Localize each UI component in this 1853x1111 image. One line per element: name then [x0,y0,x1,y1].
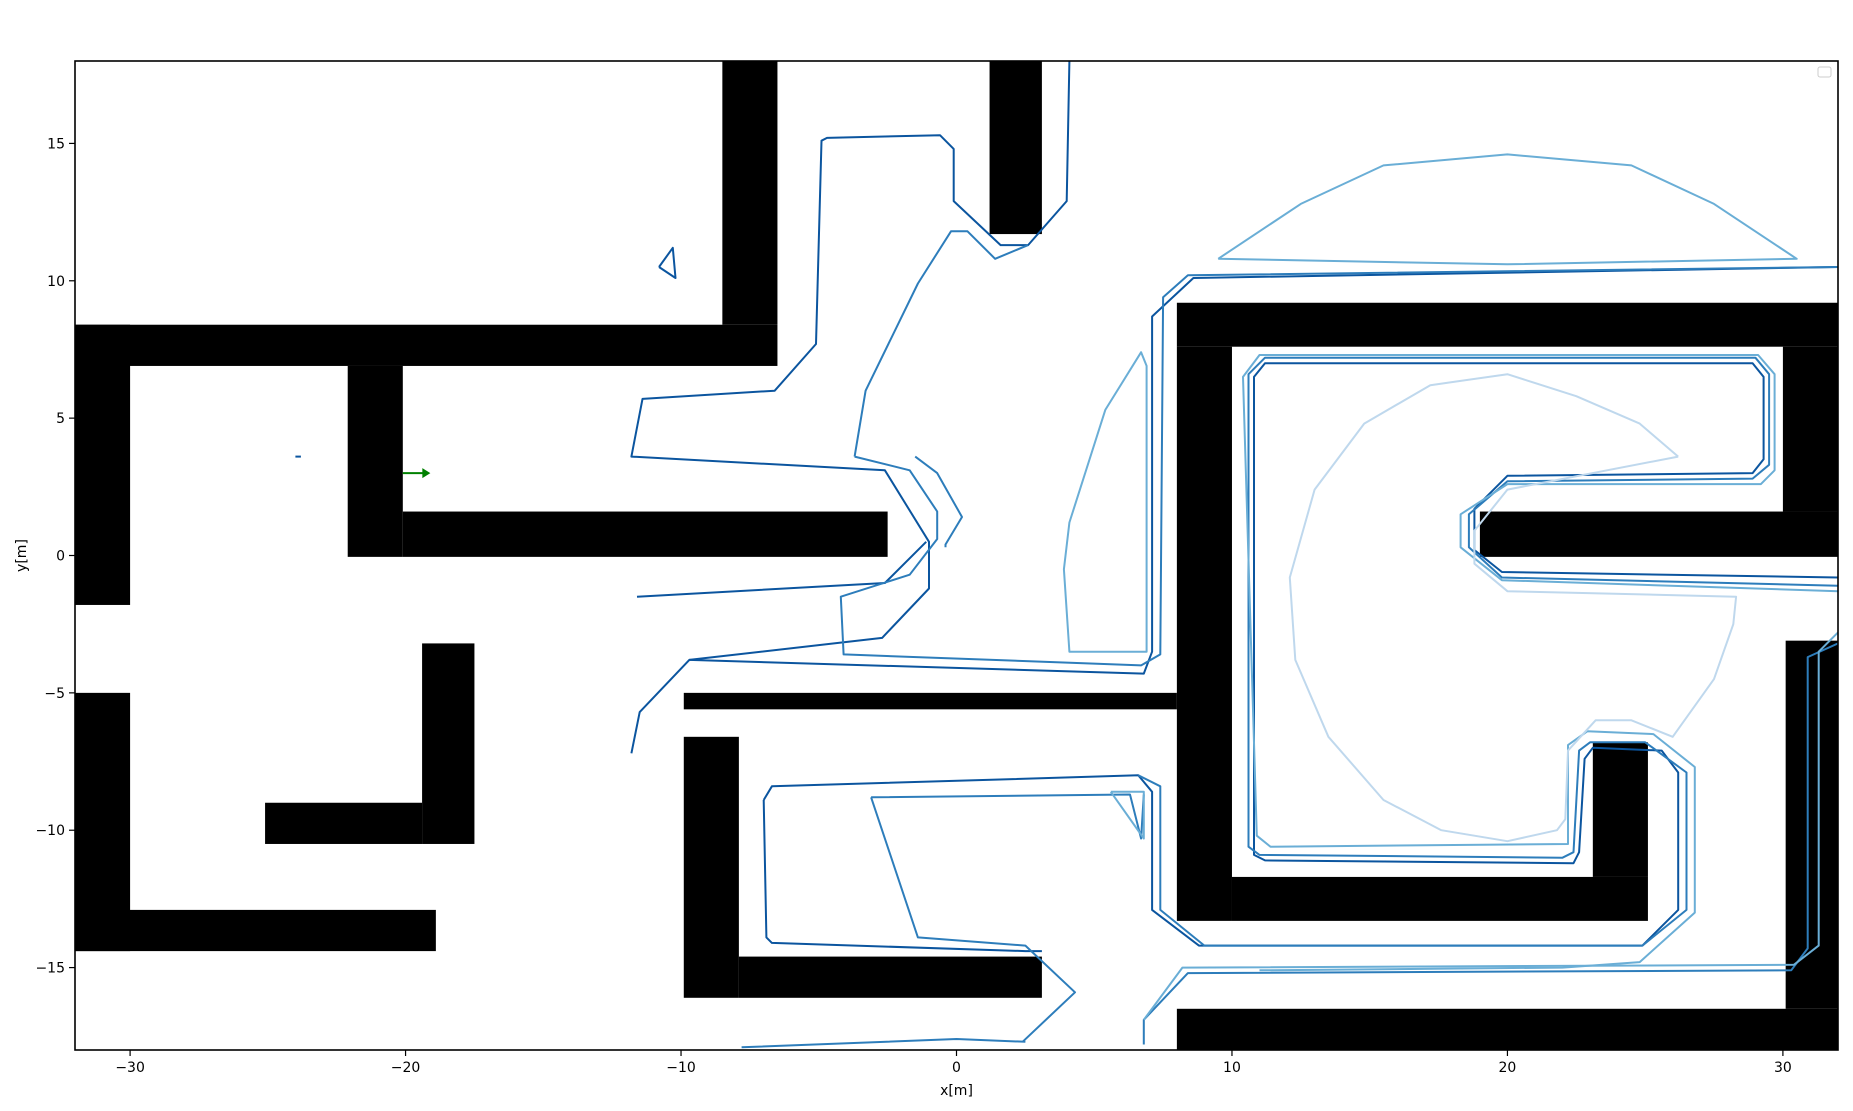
contour-line-4 [689,266,1838,675]
y-tick-label-2: −5 [44,686,65,702]
contour-line-17 [1142,631,1838,1021]
obstacle-20 [1176,1008,1838,1050]
obstacle-9 [75,692,131,952]
obstacle-18 [1479,511,1838,557]
contour-line-11 [741,1038,1026,1049]
y-tick-label-4: 5 [56,411,65,427]
contour-line-0 [630,61,1071,754]
obstacle-19 [1782,346,1838,512]
x-tick-label-5: 20 [1499,1060,1517,1076]
y-tick-label-3: 0 [56,549,65,565]
x-tick-label-4: 10 [1223,1060,1241,1076]
x-tick-label-0: −30 [115,1060,145,1076]
y-axis-label: y[m] [14,539,30,572]
obstacle-0 [722,61,778,325]
contour-line-8 [853,230,1029,457]
legend-box [1817,66,1832,78]
obstacle-11 [683,692,1177,710]
contour-line-20 [1288,373,1738,843]
y-axis-ticks: −15 −10 −5 0 5 10 15 [35,136,75,977]
contour-line-14 [871,793,1145,840]
obstacle-3 [75,324,778,366]
x-axis-label: x[m] [940,1083,973,1099]
obstacle-6 [402,511,888,557]
y-tick-label-1: −10 [35,823,65,839]
contour-line-9 [839,266,1838,667]
contour-line-13 [1137,356,1838,947]
marker-layer [402,468,431,479]
start-arrow-head [422,468,431,479]
obstacle-21 [1785,640,1838,1009]
obstacle-13 [738,956,1042,998]
contour-line-7 [914,455,963,548]
x-tick-label-1: −20 [391,1060,421,1076]
obstacle-2 [989,61,1042,235]
y-tick-label-0: −15 [35,961,65,977]
obstacle-7 [422,643,475,844]
series-layer [295,61,1838,1049]
obstacle-4 [75,324,131,605]
obstacles-layer [75,61,1838,1050]
x-axis-ticks: −30 −20 −10 0 10 20 30 [115,1050,1792,1076]
x-tick-label-3: 0 [952,1060,961,1076]
x-tick-label-2: −10 [666,1060,696,1076]
obstacle-14 [1176,302,1838,347]
obstacle-15 [1176,346,1232,921]
contour-line-10 [870,796,1076,1043]
contour-line-19 [1242,354,1838,972]
contour-line-18 [1109,790,1145,840]
contour-line-2 [658,246,677,279]
y-tick-label-6: 15 [47,136,65,152]
obstacle-12 [683,736,739,998]
obstacle-17 [1592,742,1648,877]
contour-line-15 [1062,351,1148,653]
contour-line-5 [762,362,1838,947]
obstacle-16 [1231,876,1648,921]
y-tick-label-5: 10 [47,274,65,290]
obstacle-8 [265,802,423,844]
obstacle-10 [75,909,436,952]
x-tick-label-6: 30 [1774,1060,1792,1076]
contour-line-16 [1217,153,1798,266]
obstacle-5 [347,365,403,557]
